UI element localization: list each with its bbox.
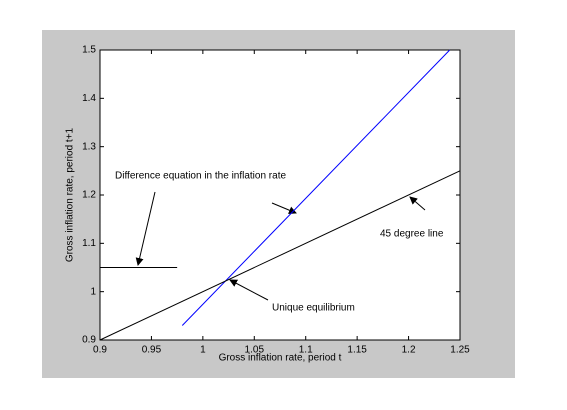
arrow (271, 202, 297, 214)
x-tick-label: 1.1 (299, 345, 313, 356)
annotation: Unique equilibrium (272, 303, 355, 314)
y-tick-label: 1.3 (82, 141, 96, 152)
y-tick-label: 1 (90, 286, 96, 297)
y-tick-label: 1.2 (82, 190, 96, 201)
x-tick-label: 1 (200, 345, 206, 356)
y-tick-label: 1.5 (82, 45, 96, 56)
x-axis-label: Gross inflation rate, period t (219, 353, 342, 364)
y-tick-label: 1.4 (82, 93, 96, 104)
x-tick-label: 1.25 (450, 345, 470, 356)
plot-area (99, 49, 461, 341)
annotation: Difference equation in the inflation rat… (115, 171, 286, 182)
x-tick-label: 1.05 (245, 345, 265, 356)
arrow (229, 279, 269, 301)
y-tick-label: 1.1 (82, 238, 96, 249)
data-line (99, 170, 461, 341)
arrow (135, 191, 156, 266)
x-tick-label: 0.9 (93, 345, 107, 356)
annotation-arrows (135, 191, 426, 301)
data-line (181, 49, 451, 326)
arrow (409, 196, 426, 211)
y-axis-label: Gross inflation rate, period t+1 (65, 127, 76, 262)
annotation: 45 degree line (380, 229, 444, 240)
x-tick-label: 1.15 (347, 345, 367, 356)
x-tick-label: 1.2 (402, 345, 416, 356)
y-tick-label: 0.9 (82, 335, 96, 346)
x-tick-label: 0.95 (142, 345, 162, 356)
